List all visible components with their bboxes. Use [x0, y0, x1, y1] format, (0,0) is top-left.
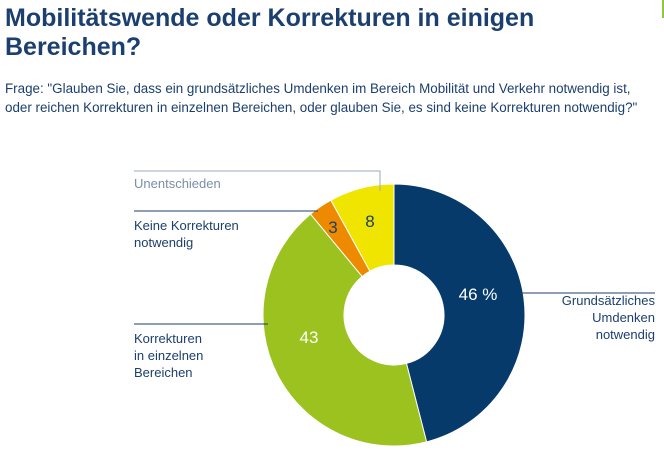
slice-label: Unentschieden [134, 176, 221, 191]
leader-line [134, 170, 381, 191]
slice-value-label: 3 [328, 218, 337, 237]
edge-accent-mark [662, 0, 664, 18]
survey-question: Frage: "Glauben Sie, dass ein grundsätzl… [5, 81, 638, 115]
slice-label: Korrekturen in einzelnen Bereichen [134, 331, 203, 380]
donut-slice [262, 213, 428, 447]
slice-label: Keine Korrekturen notwendig [134, 218, 239, 250]
donut-slice [393, 183, 526, 443]
slice-label: Grundsätzliches Umdenken notwendig [562, 293, 656, 342]
slice-value-label: 46 % [459, 285, 498, 304]
slice-value-label: 43 [300, 328, 319, 347]
slice-value-label: 8 [365, 212, 374, 231]
chart-title: Mobilitätswende oder Korrekturen in eini… [5, 4, 535, 61]
donut-slice [330, 183, 395, 272]
